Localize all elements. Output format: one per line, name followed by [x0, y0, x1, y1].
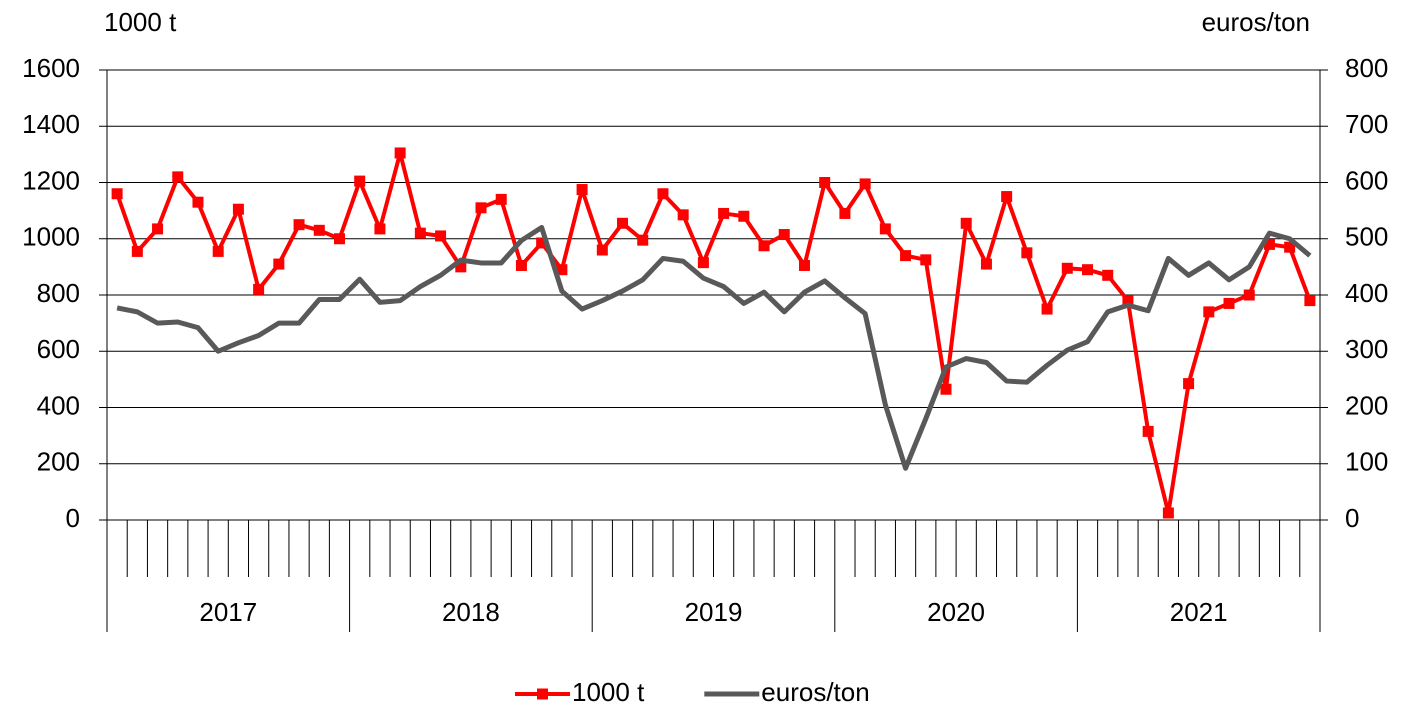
point-marker — [1142, 425, 1154, 437]
point-marker — [920, 254, 932, 266]
point-marker — [697, 257, 709, 269]
point-marker — [980, 258, 992, 270]
point-marker — [394, 147, 406, 159]
point-marker — [1001, 191, 1013, 203]
point-marker — [1102, 269, 1114, 281]
x-group-label: 2019 — [685, 597, 743, 627]
x-group-label: 2020 — [927, 597, 985, 627]
y2-tick-label: 300 — [1345, 334, 1388, 364]
point-marker — [354, 175, 366, 187]
point-marker — [515, 259, 527, 271]
point-marker — [172, 171, 184, 183]
y2-tick-label: 600 — [1345, 165, 1388, 195]
y2-tick-label: 700 — [1345, 109, 1388, 139]
point-marker — [617, 217, 629, 229]
point-marker — [253, 283, 265, 295]
point-marker — [718, 207, 730, 219]
point-marker — [1041, 303, 1053, 315]
y-tick-label: 600 — [37, 334, 80, 364]
point-marker — [232, 203, 244, 215]
y2-axis-label: euros/ton — [1202, 7, 1310, 37]
series-line — [116, 225, 1312, 471]
point-marker — [1122, 295, 1134, 307]
point-marker — [1183, 378, 1195, 390]
point-marker — [212, 245, 224, 257]
point-marker — [1223, 297, 1235, 309]
point-marker — [1082, 264, 1094, 276]
point-marker — [900, 250, 912, 262]
y-tick-label: 1200 — [22, 165, 80, 195]
point-marker — [152, 223, 164, 235]
y-axis-label: 1000 t — [104, 7, 177, 37]
point-marker — [778, 229, 790, 241]
point-marker — [313, 224, 325, 236]
x-group-label: 2017 — [199, 597, 257, 627]
point-marker — [819, 177, 831, 188]
y2-tick-label: 0 — [1345, 503, 1359, 533]
point-marker — [111, 188, 123, 200]
y-tick-label: 0 — [66, 503, 80, 533]
point-marker — [556, 264, 568, 276]
point-marker — [293, 219, 305, 231]
point-marker — [414, 227, 426, 239]
point-marker — [374, 223, 386, 235]
point-marker — [879, 223, 891, 235]
point-marker — [576, 184, 588, 196]
point-marker — [131, 245, 143, 257]
point-marker — [677, 209, 689, 221]
point-marker — [1162, 507, 1174, 519]
point-marker — [798, 259, 810, 271]
point-marker — [1061, 262, 1073, 274]
point-marker — [596, 244, 608, 256]
point-marker — [960, 217, 972, 229]
point-marker — [435, 230, 447, 242]
point-marker — [637, 234, 649, 246]
legend-label: euros/ton — [761, 677, 869, 707]
point-marker — [475, 202, 487, 214]
point-marker — [1243, 289, 1255, 301]
point-marker — [738, 210, 750, 222]
y-tick-label: 1600 — [22, 53, 80, 83]
point-marker — [333, 233, 345, 245]
point-marker — [940, 383, 952, 395]
point-marker — [657, 188, 669, 200]
y-tick-label: 200 — [37, 447, 80, 477]
point-marker — [1263, 238, 1275, 250]
y2-tick-label: 800 — [1345, 53, 1388, 83]
x-group-label: 2021 — [1170, 597, 1228, 627]
point-marker — [455, 261, 467, 273]
point-marker — [192, 196, 204, 208]
point-marker — [273, 258, 285, 270]
y2-tick-label: 400 — [1345, 278, 1388, 308]
point-marker — [758, 240, 770, 252]
point-marker — [1021, 247, 1033, 259]
point-marker — [495, 193, 507, 205]
y2-tick-label: 100 — [1345, 447, 1388, 477]
point-marker — [859, 178, 871, 190]
x-group-label: 2018 — [442, 597, 500, 627]
y-tick-label: 400 — [37, 390, 80, 420]
point-marker — [536, 237, 548, 249]
y-tick-label: 1000 — [22, 222, 80, 252]
y-tick-label: 1400 — [22, 109, 80, 139]
point-marker — [1203, 306, 1215, 318]
series-line — [115, 150, 1312, 515]
point-marker — [839, 207, 851, 219]
legend-label: 1000 t — [572, 677, 645, 707]
y2-tick-label: 200 — [1345, 390, 1388, 420]
y2-tick-label: 500 — [1345, 222, 1388, 252]
point-marker — [1284, 241, 1296, 253]
point-marker — [1304, 295, 1316, 307]
y-tick-label: 800 — [37, 278, 80, 308]
legend-marker — [537, 688, 548, 700]
